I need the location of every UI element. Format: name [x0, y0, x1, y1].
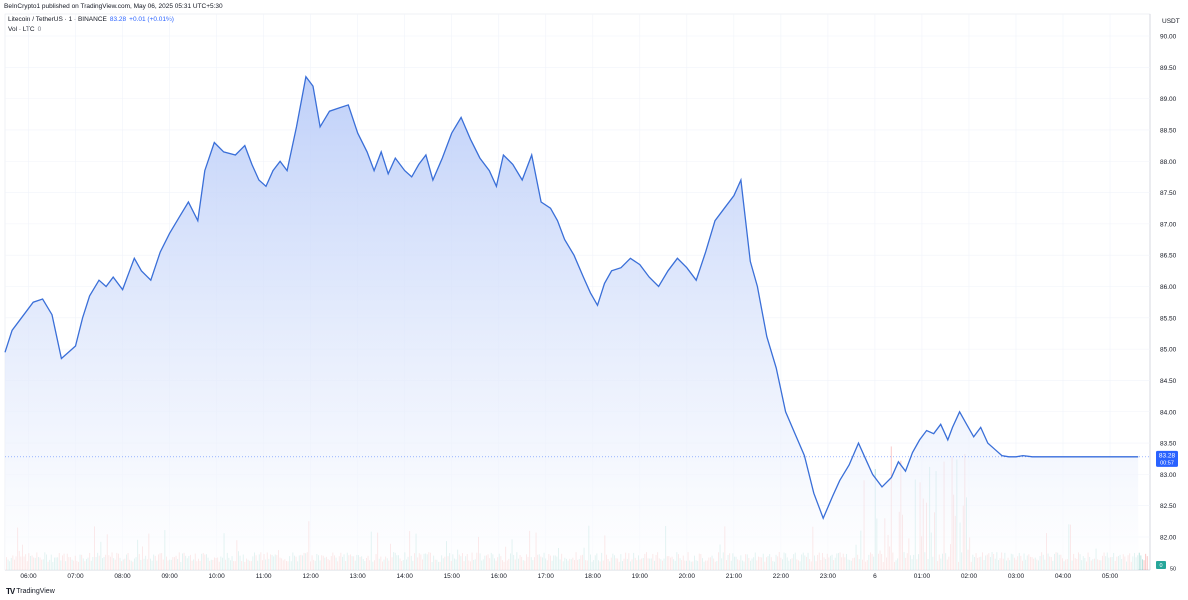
y-tick-label: 85.50 — [1160, 315, 1177, 322]
x-tick-label: 22:00 — [773, 573, 790, 580]
x-tick-label: 11:00 — [256, 573, 272, 580]
y-tick-label: 89.50 — [1160, 65, 1177, 72]
y-tick-label: 84.50 — [1160, 378, 1177, 385]
time-axis[interactable]: 06:00 07:00 08:00 09:00 10:00 11:00 12:00 13:00… — [20, 573, 1118, 580]
current-price-label: 83.28 — [1159, 452, 1176, 459]
currency-label: USDT — [1162, 18, 1180, 25]
price-line — [4, 75, 1139, 520]
y-tick-label: 85.00 — [1160, 347, 1177, 354]
volume-bar — [1146, 556, 1148, 570]
x-tick-label: 23:00 — [820, 573, 837, 580]
y-tick-label: 87.50 — [1160, 190, 1177, 197]
x-tick-label: 09:00 — [161, 573, 178, 580]
x-tick-label: 13:00 — [350, 573, 367, 580]
y-tick-label: 82.00 — [1160, 535, 1177, 542]
tradingview-brand[interactable]: TV TradingView — [6, 587, 55, 596]
x-tick-label: 18:00 — [585, 573, 602, 580]
x-tick-label: 15:00 — [444, 573, 461, 580]
y-tick-label: 83.00 — [1160, 472, 1177, 479]
x-tick-label: 05:00 — [1102, 573, 1119, 580]
x-tick-label: 19:00 — [632, 573, 649, 580]
y-tick-label: 89.00 — [1160, 96, 1177, 103]
tradingview-name: TradingView — [16, 588, 55, 595]
y-tick-label: 88.50 — [1160, 127, 1177, 134]
legend-volume-label[interactable]: Vol · LTC — [8, 26, 35, 33]
tradingview-logo-icon: TV — [6, 587, 15, 596]
y-tick-label: 86.50 — [1160, 253, 1177, 260]
x-tick-label: 21:00 — [726, 573, 743, 580]
x-tick-label: 6 — [873, 573, 877, 580]
x-tick-label: 20:00 — [679, 573, 696, 580]
x-tick-label: 16:00 — [491, 573, 508, 580]
volume-badge — [1156, 561, 1166, 569]
x-tick-label: 07:00 — [67, 573, 84, 580]
x-tick-label: 01:00 — [914, 573, 931, 580]
price-axis[interactable]: 90.00 89.50 89.00 88.50 88.00 87.50 87.00 86.50… — [1156, 18, 1180, 573]
volume-axis-label: 50 — [1170, 567, 1176, 573]
x-tick-label: 02:00 — [961, 573, 978, 580]
legend-volume-row: Vol · LTC 0 — [8, 25, 174, 35]
countdown-label: 00:57 — [1160, 460, 1174, 466]
volume-bar — [1140, 555, 1142, 570]
x-tick-label: 17:00 — [538, 573, 555, 580]
published-caption: BeInCrypto1 published on TradingView.com… — [4, 3, 223, 10]
price-area — [5, 76, 1139, 570]
volume-bar — [1138, 552, 1140, 570]
x-tick-label: 03:00 — [1008, 573, 1025, 580]
legend-symbol[interactable]: Litecoin / TetherUS · 1 · BINANCE — [8, 16, 107, 23]
y-tick-label: 86.00 — [1160, 284, 1177, 291]
legend-symbol-row: Litecoin / TetherUS · 1 · BINANCE 83.28 … — [8, 15, 174, 25]
y-tick-label: 82.50 — [1160, 503, 1177, 510]
volume-badge-label: 0 — [1159, 563, 1162, 569]
legend-volume-value: 0 — [37, 26, 42, 33]
volume-bar — [1143, 560, 1145, 570]
current-price-badge — [1156, 450, 1178, 467]
x-tick-label: 12:00 — [303, 573, 320, 580]
x-tick-label: 14:00 — [397, 573, 414, 580]
x-tick-label: 10:00 — [208, 573, 225, 580]
y-tick-label: 84.00 — [1160, 409, 1177, 416]
volume-bar — [1142, 559, 1143, 570]
volume-bar — [1145, 553, 1147, 570]
x-tick-label: 04:00 — [1055, 573, 1072, 580]
y-tick-label: 90.00 — [1160, 34, 1177, 41]
legend-change: +0.01 (+0.01%) — [129, 16, 174, 23]
legend-price: 83.28 — [109, 16, 127, 23]
x-tick-label: 08:00 — [114, 573, 131, 580]
y-tick-label: 88.00 — [1160, 159, 1177, 166]
legend: Litecoin / TetherUS · 1 · BINANCE 83.28 … — [8, 15, 174, 35]
x-tick-label: 06:00 — [20, 573, 37, 580]
y-tick-label: 87.00 — [1160, 221, 1177, 228]
y-tick-label: 83.50 — [1160, 441, 1177, 448]
